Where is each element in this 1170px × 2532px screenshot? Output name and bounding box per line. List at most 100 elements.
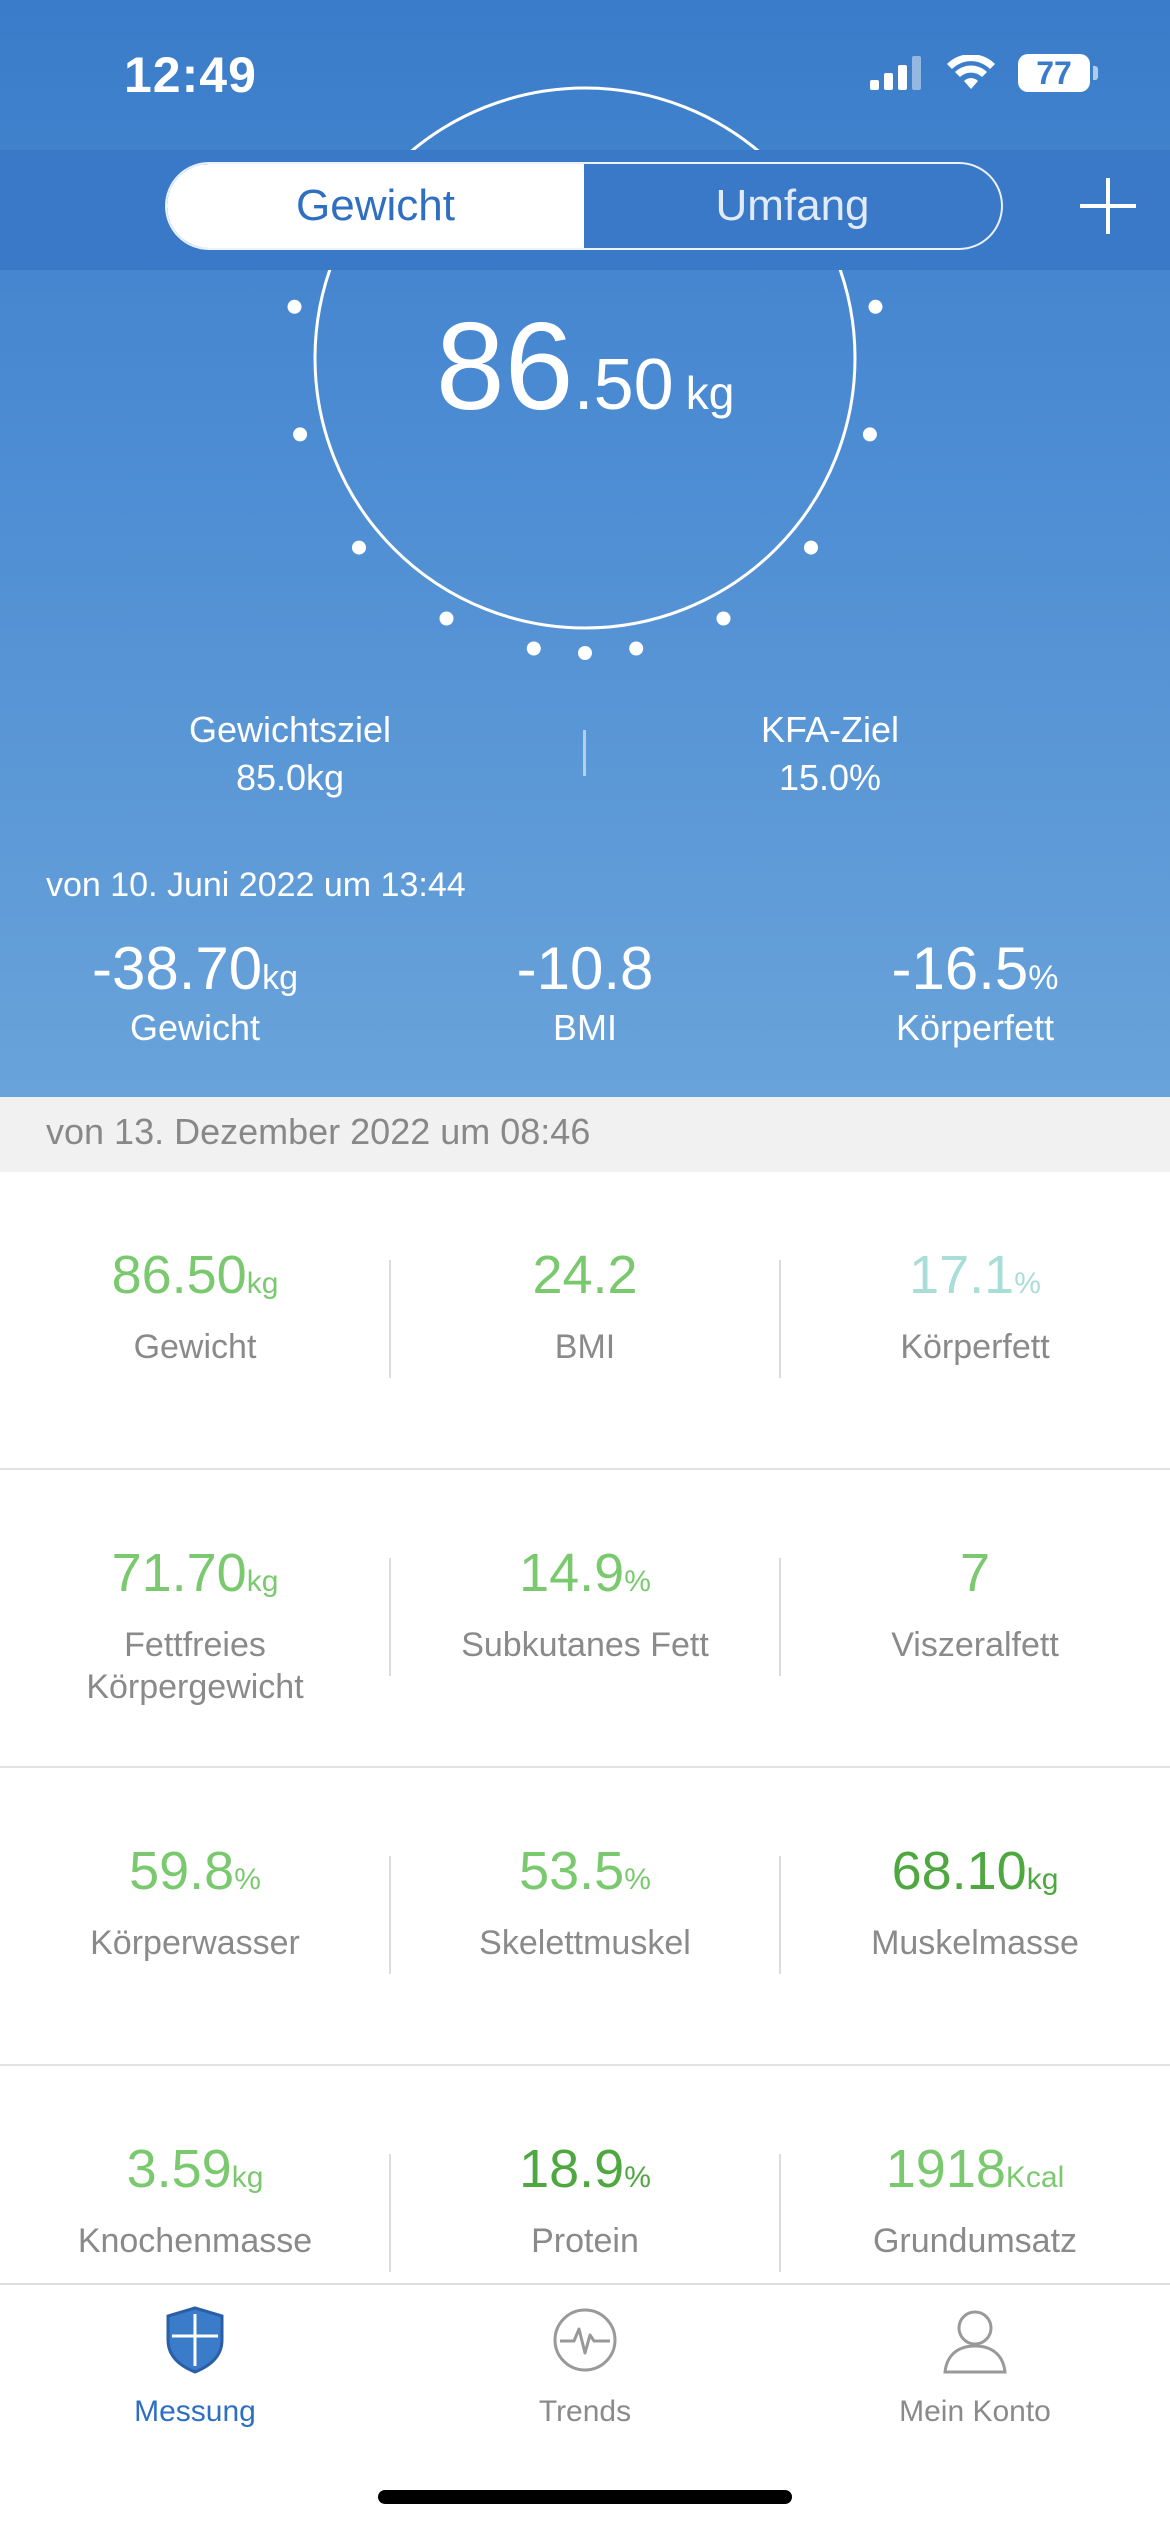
- metric-unit: %: [624, 1863, 651, 1896]
- metrics-row: 3.59kg Knochenmasse 18.9% Protein 1918Kc…: [0, 2066, 1170, 2364]
- metrics-row: 59.8% Körperwasser 53.5% Skelettmuskel 6…: [0, 1768, 1170, 2066]
- home-indicator: [378, 2490, 792, 2504]
- metric-unit: kg: [246, 1565, 279, 1598]
- metric-number: 14.9: [519, 1543, 625, 1603]
- plus-icon[interactable]: [1080, 178, 1136, 234]
- metric-number: 71.70: [111, 1543, 247, 1603]
- metric-number: 7: [959, 1543, 991, 1603]
- metric-value: 17.1%: [780, 1244, 1170, 1306]
- metric-value: 71.70kg: [0, 1542, 390, 1604]
- since-date: von 10. Juni 2022 um 13:44: [46, 866, 466, 904]
- metric-value: 18.9%: [390, 2138, 780, 2200]
- metric-number: 24.2: [532, 1245, 638, 1305]
- battery-icon: 77: [1018, 54, 1098, 92]
- gauge-dot: [868, 299, 883, 314]
- metrics-row: 86.50kg Gewicht 24.2 BMI 17.1% Körperfet…: [0, 1172, 1170, 1470]
- metric-number: 86.50: [111, 1245, 247, 1305]
- metric-label: Körperfett: [900, 1328, 1050, 1366]
- metric-value: 53.5%: [390, 1840, 780, 1902]
- metric-label: Gewicht: [133, 1328, 257, 1366]
- tab-gewicht[interactable]: Gewicht: [167, 164, 584, 248]
- change-bmi-label: BMI: [552, 1007, 617, 1048]
- column-divider: [389, 1856, 391, 1974]
- change-weight-label: Gewicht: [129, 1007, 261, 1048]
- metric-value: 7: [780, 1542, 1170, 1604]
- weight-goal-value: 85.0kg: [235, 757, 345, 798]
- bodyfat-goal[interactable]: KFA-Ziel 15.0%: [630, 706, 1030, 802]
- metric-cell[interactable]: 3.59kg Knochenmasse: [0, 2138, 390, 2262]
- bodyfat-goal-value: 15.0%: [778, 757, 882, 798]
- change-bodyfat-value: -16.5: [891, 935, 1029, 1002]
- metric-cell[interactable]: 18.9% Protein: [390, 2138, 780, 2262]
- metric-number: 1918: [885, 2139, 1006, 2199]
- metric-unit: %: [234, 1863, 261, 1896]
- weight-goal[interactable]: Gewichtsziel 85.0kg: [90, 706, 490, 802]
- metric-label: Körperwasser: [90, 1924, 300, 1962]
- metric-cell[interactable]: 17.1% Körperfett: [780, 1244, 1170, 1368]
- metric-number: 59.8: [129, 1841, 235, 1901]
- change-bodyfat-unit: %: [1028, 959, 1059, 997]
- metric-cell[interactable]: 53.5% Skelettmuskel: [390, 1840, 780, 1964]
- gauge-dot: [629, 641, 644, 656]
- weight-decimal: .50: [573, 345, 674, 425]
- weight-integer: 86: [435, 298, 574, 436]
- column-divider: [389, 1260, 391, 1378]
- column-divider: [779, 1856, 781, 1974]
- column-divider: [389, 1558, 391, 1676]
- metric-value: 68.10kg: [780, 1840, 1170, 1902]
- metric-cell[interactable]: 7 Viszeralfett: [780, 1542, 1170, 1666]
- metric-cell[interactable]: 24.2 BMI: [390, 1244, 780, 1368]
- metric-value: 14.9%: [390, 1542, 780, 1604]
- column-divider: [389, 2154, 391, 2272]
- metric-label: Fettfreies Körpergewicht: [86, 1626, 304, 1706]
- heartbeat-icon: [550, 2305, 620, 2375]
- gauge-dot: [352, 540, 366, 555]
- goal-divider: [583, 730, 586, 776]
- weight-unit: kg: [685, 367, 735, 419]
- battery-level: 77: [1036, 54, 1072, 91]
- metric-value: 86.50kg: [0, 1244, 390, 1306]
- metric-label: Viszeralfett: [891, 1626, 1059, 1664]
- column-divider: [779, 2154, 781, 2272]
- gauge-circle: [313, 86, 857, 630]
- metric-unit: Kcal: [1005, 2161, 1065, 2194]
- user-icon: [940, 2305, 1010, 2375]
- gauge-dot: [287, 299, 302, 314]
- metric-label: Grundumsatz: [872, 2222, 1078, 2260]
- metric-cell[interactable]: 86.50kg Gewicht: [0, 1244, 390, 1368]
- metric-cell[interactable]: 68.10kg Muskelmasse: [780, 1840, 1170, 1964]
- nav-mein-konto[interactable]: Mein Konto: [780, 2305, 1170, 2429]
- gauge-dot: [293, 427, 308, 442]
- change-bodyfat-label: Körperfett: [895, 1007, 1055, 1048]
- gauge-dots: [287, 299, 883, 660]
- metric-value: 3.59kg: [0, 2138, 390, 2200]
- nav-trends[interactable]: Trends: [390, 2305, 780, 2429]
- gauge-dot: [716, 611, 731, 626]
- metric-cell[interactable]: 1918Kcal Grundumsatz: [780, 2138, 1170, 2262]
- tab-umfang[interactable]: Umfang: [715, 181, 870, 230]
- metric-number: 18.9: [519, 2139, 625, 2199]
- metric-label: Skelettmuskel: [479, 1924, 691, 1962]
- column-divider: [779, 1558, 781, 1676]
- metric-cell[interactable]: 71.70kg Fettfreies Körpergewicht: [0, 1542, 390, 1708]
- metric-unit: %: [1014, 1267, 1041, 1300]
- weight-goal-label: Gewichtsziel: [188, 709, 392, 750]
- status-time: 12:49: [124, 47, 257, 103]
- gauge-dot: [804, 540, 818, 555]
- metric-label: BMI: [554, 1328, 616, 1366]
- gauge-dot: [578, 646, 592, 660]
- metric-unit: kg: [1026, 1863, 1059, 1896]
- metric-unit: kg: [246, 1267, 279, 1300]
- metrics-row: 71.70kg Fettfreies Körpergewicht 14.9% S…: [0, 1470, 1170, 1768]
- signal-icon: [870, 56, 921, 90]
- change-bodyfat: -16.5% Körperfett: [780, 934, 1170, 1049]
- column-divider: [779, 1260, 781, 1378]
- metric-cell[interactable]: 59.8% Körperwasser: [0, 1840, 390, 1964]
- metric-number: 68.10: [891, 1841, 1027, 1901]
- metric-cell[interactable]: 14.9% Subkutanes Fett: [390, 1542, 780, 1666]
- metric-value: 1918Kcal: [780, 2138, 1170, 2200]
- nav-messung[interactable]: Messung: [0, 2305, 390, 2429]
- status-bar: 12:49 77: [0, 0, 1170, 150]
- metric-label: Knochenmasse: [77, 2222, 313, 2260]
- metric-label: Subkutanes Fett: [461, 1626, 709, 1664]
